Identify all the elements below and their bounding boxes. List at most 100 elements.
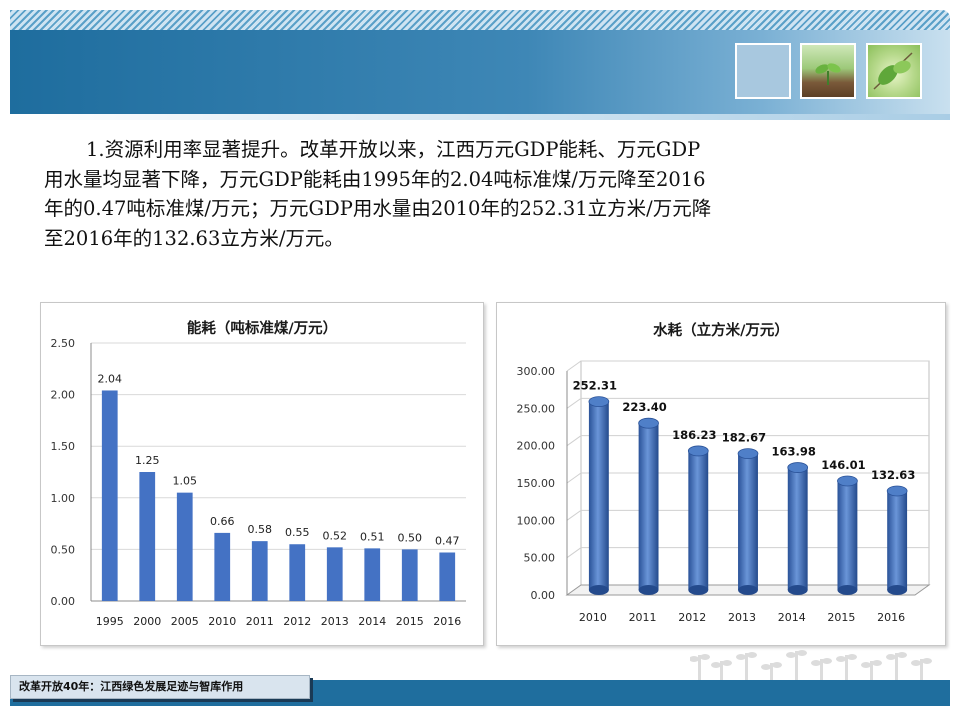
- x-tick-label: 2011: [246, 615, 274, 628]
- header-thumbnail-leaves-image: [866, 43, 922, 99]
- x-tick-label: 1995: [96, 615, 124, 628]
- x-tick-label: 2015: [827, 611, 855, 624]
- data-label: 223.40: [622, 400, 666, 414]
- y-tick-label: 1.00: [51, 492, 76, 505]
- x-tick-label: 2016: [433, 615, 461, 628]
- y-tick-label: 0.00: [531, 589, 556, 602]
- bar-base: [887, 585, 908, 595]
- decorative-plants: [690, 650, 932, 687]
- gridline: [566, 547, 929, 559]
- data-label: 0.50: [398, 531, 423, 544]
- y-tick-label: 2.00: [51, 389, 76, 402]
- bar: [887, 490, 908, 590]
- bar: [214, 532, 231, 601]
- y-tick-label: 0.50: [51, 543, 76, 556]
- water-chart: 水耗（立方米/万元） 0.00 50.00 100.00 150.00 200.00 25…: [496, 302, 946, 646]
- x-tick-label: 2015: [396, 615, 424, 628]
- gridline: [566, 509, 929, 521]
- paragraph-line: 1.资源利用率显著提升。改革开放以来，江西万元GDP能耗、万元GDP: [86, 138, 701, 161]
- x-tick-label: 2016: [877, 611, 905, 624]
- bar-top: [737, 448, 759, 460]
- header-banner: [10, 30, 950, 114]
- bar: [364, 548, 381, 601]
- bar-top: [588, 396, 610, 408]
- energy-chart: 能耗（吨标准煤/万元） 0.00 0.50 1.00 1.50 2.00 2.50 2.04…: [40, 302, 484, 646]
- bar-base: [738, 585, 758, 595]
- data-label: 0.47: [435, 534, 460, 547]
- energy-chart-title: 能耗（吨标准煤/万元）: [186, 321, 338, 337]
- data-label: 132.63: [871, 468, 915, 482]
- water-chart-plot: 0.00 50.00 100.00 150.00 200.00 250.00 300.00 2…: [517, 360, 931, 624]
- data-label: 0.55: [285, 526, 310, 539]
- bar: [101, 390, 118, 601]
- gridline: [566, 360, 929, 372]
- bar: [401, 549, 418, 601]
- bar: [439, 552, 456, 601]
- bar-top: [638, 417, 659, 429]
- bar-base: [688, 585, 709, 595]
- x-tick-label: 2000: [133, 615, 161, 628]
- header-hatch-band: [10, 10, 950, 30]
- data-label: 0.52: [323, 529, 348, 542]
- bar-base: [638, 585, 659, 595]
- x-tick-label: 2013: [321, 615, 349, 628]
- energy-chart-plot: 0.00 0.50 1.00 1.50 2.00 2.50 2.04 1995 1.25 2000…: [51, 337, 466, 628]
- bar: [837, 480, 858, 590]
- x-tick-label: 2013: [728, 611, 756, 624]
- x-tick-label: 2012: [678, 611, 706, 624]
- bar: [638, 423, 659, 590]
- bar: [588, 401, 609, 590]
- header-thumbnail-blank: [735, 43, 791, 99]
- y-tick-label: 250.00: [517, 402, 556, 415]
- gridline: [566, 472, 929, 484]
- bar: [787, 467, 808, 590]
- data-label: 0.58: [248, 523, 273, 536]
- bar-top: [687, 445, 709, 457]
- y-tick-label: 0.00: [51, 595, 76, 608]
- y-tick-label: 200.00: [517, 440, 556, 453]
- data-label: 186.23: [672, 428, 716, 442]
- bar-top: [837, 475, 858, 487]
- sprout-icon: [815, 63, 841, 85]
- bar-top: [787, 462, 809, 473]
- paragraph-line: 年的0.47吨标准煤/万元；万元GDP用水量由2010年的252.31立方米/万…: [44, 197, 712, 220]
- data-label: 1.05: [173, 475, 198, 488]
- data-label: 182.67: [722, 431, 766, 445]
- body-paragraph: 1.资源利用率显著提升。改革开放以来，江西万元GDP能耗、万元GDP 用水量均显…: [44, 135, 844, 253]
- data-label: 252.31: [573, 379, 617, 393]
- bar: [289, 544, 306, 601]
- x-tick-label: 2010: [208, 615, 236, 628]
- data-label: 2.04: [98, 372, 123, 385]
- y-tick-label: 2.50: [51, 337, 76, 350]
- header-thumbnail-sprout-image: [800, 43, 856, 99]
- x-tick-label: 2014: [358, 615, 386, 628]
- leaf-icon: [873, 52, 913, 90]
- bar-base: [837, 585, 858, 595]
- gridline: [566, 435, 929, 447]
- bar: [688, 450, 709, 590]
- x-tick-label: 2012: [283, 615, 311, 628]
- y-tick-label: 1.50: [51, 440, 76, 453]
- x-tick-label: 2005: [171, 615, 199, 628]
- water-chart-title: 水耗（立方米/万元）: [653, 323, 789, 339]
- data-label: 1.25: [135, 454, 160, 467]
- y-tick-label: 150.00: [517, 477, 556, 490]
- bar: [251, 541, 268, 601]
- bar: [139, 472, 156, 601]
- bar-base: [787, 585, 808, 595]
- data-label: 146.01: [821, 458, 865, 472]
- y-tick-label: 100.00: [517, 514, 556, 527]
- bar-base: [588, 585, 609, 595]
- footer-label: 改革开放40年：江西绿色发展足迹与智库作用: [10, 675, 310, 699]
- y-tick-label: 300.00: [517, 365, 556, 378]
- x-tick-label: 2014: [778, 611, 806, 624]
- bar: [738, 453, 758, 590]
- data-label: 0.66: [210, 515, 235, 528]
- paragraph-line: 至2016年的132.63立方米/万元。: [44, 226, 344, 250]
- header-banner-highlight: [10, 114, 950, 120]
- paragraph-line: 用水量均显著下降，万元GDP能耗由1995年的2.04吨标准煤/万元降至2016: [44, 167, 706, 191]
- x-tick-label: 2010: [579, 611, 607, 624]
- data-label: 163.98: [772, 445, 816, 459]
- bar: [326, 547, 343, 601]
- y-tick-label: 50.00: [524, 552, 556, 565]
